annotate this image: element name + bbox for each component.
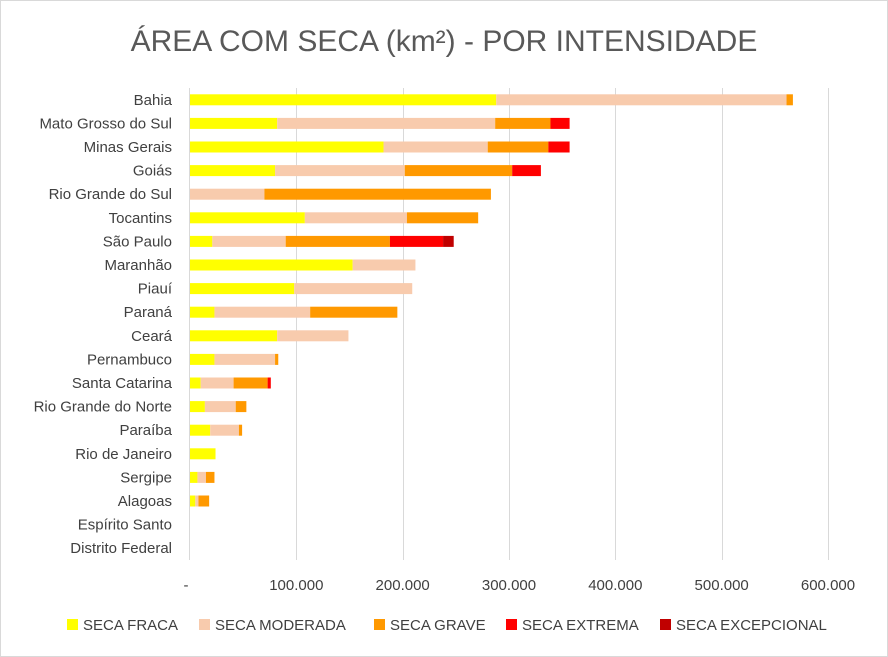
bar-ceara-seca-moderada — [277, 330, 349, 342]
bar-parana-seca-moderada — [214, 306, 311, 318]
bar-mato-grosso-do-sul-seca-fraca — [190, 117, 278, 129]
bar-minas-gerais-seca-grave — [487, 141, 549, 153]
bar-santa-catarina-seca-grave — [233, 377, 268, 389]
bar-rio-grande-do-sul-seca-moderada — [190, 188, 265, 200]
x-tick-label-5: 500.000 — [695, 577, 749, 594]
legend-label-seca-fraca: SECA FRACA — [83, 617, 178, 634]
bar-sergipe-seca-fraca — [190, 471, 198, 483]
bar-sao-paulo-seca-excepcional — [443, 235, 454, 247]
category-label-parana: Paraná — [124, 304, 173, 321]
category-label-alagoas: Alagoas — [118, 493, 172, 510]
category-label-paraiba: Paraíba — [119, 422, 172, 439]
legend-swatch-seca-extrema — [506, 619, 517, 630]
bar-minas-gerais-seca-moderada — [383, 141, 488, 153]
legend-label-seca-excepcional: SECA EXCEPCIONAL — [676, 617, 827, 634]
category-label-minas-gerais: Minas Gerais — [84, 139, 172, 156]
bar-maranhao-seca-fraca — [190, 259, 353, 271]
bar-pernambuco-seca-moderada — [214, 353, 276, 365]
bar-pernambuco-seca-grave — [275, 353, 279, 365]
legend-label-seca-grave: SECA GRAVE — [390, 617, 486, 634]
legend-swatch-seca-fraca — [67, 619, 78, 630]
bar-bahia-seca-fraca — [190, 94, 497, 106]
bar-rio-de-janeiro-seca-fraca — [190, 448, 216, 460]
bar-goias-seca-fraca — [190, 165, 276, 177]
bar-minas-gerais-seca-fraca — [190, 141, 384, 153]
bar-santa-catarina-seca-extrema — [267, 377, 271, 389]
category-label-maranhao: Maranhão — [104, 257, 172, 274]
bar-bahia-seca-moderada — [496, 94, 787, 106]
legend-swatch-seca-moderada — [199, 619, 210, 630]
bar-rio-grande-do-sul-seca-grave — [264, 188, 491, 200]
category-label-rio-de-janeiro: Rio de Janeiro — [75, 446, 172, 463]
bar-rio-grande-do-norte-seca-grave — [235, 401, 247, 413]
bar-paraiba-seca-moderada — [210, 424, 239, 436]
category-label-piaui: Piauí — [138, 281, 173, 298]
x-tick-label-3: 300.000 — [482, 577, 536, 594]
category-label-santa-catarina: Santa Catarina — [72, 375, 173, 392]
bar-alagoas-seca-moderada — [195, 495, 199, 507]
bar-sao-paulo-seca-fraca — [190, 235, 213, 247]
bar-santa-catarina-seca-fraca — [190, 377, 201, 389]
x-tick-label-4: 400.000 — [588, 577, 642, 594]
bar-sao-paulo-seca-moderada — [212, 235, 286, 247]
bar-paraiba-seca-fraca — [190, 424, 211, 436]
legend-label-seca-moderada: SECA MODERADA — [215, 617, 346, 634]
category-labels: Bahia Mato Grosso do Sul Minas Gerais Goiás… — [34, 92, 173, 557]
bar-bahia-seca-grave — [786, 94, 793, 106]
bar-santa-catarina-seca-moderada — [200, 377, 234, 389]
bar-mato-grosso-do-sul-seca-moderada — [277, 117, 496, 129]
bar-mato-grosso-do-sul-seca-extrema — [550, 117, 570, 129]
bar-piaui-seca-moderada — [294, 283, 413, 295]
category-label-distrito-federal: Distrito Federal — [70, 540, 172, 557]
category-label-sergipe: Sergipe — [120, 469, 172, 486]
bar-tocantins-seca-moderada — [304, 212, 407, 224]
category-label-rio-grande-do-norte: Rio Grande do Norte — [34, 399, 172, 416]
bar-goias-seca-grave — [404, 165, 513, 177]
bar-parana-seca-grave — [310, 306, 398, 318]
bar-goias-seca-extrema — [512, 165, 541, 177]
x-tick-label-6: 600.000 — [801, 577, 855, 594]
gridlines — [189, 88, 829, 560]
bar-pernambuco-seca-fraca — [190, 353, 215, 365]
x-tick-label-0: - — [184, 577, 189, 594]
bar-maranhao-seca-moderada — [352, 259, 416, 271]
bar-alagoas-seca-fraca — [190, 495, 196, 507]
bar-mato-grosso-do-sul-seca-grave — [495, 117, 551, 129]
bar-tocantins-seca-fraca — [190, 212, 305, 224]
bar-sergipe-seca-moderada — [197, 471, 206, 483]
legend-swatch-seca-excepcional — [660, 619, 671, 630]
legend: SECA FRACA SECA MODERADA SECA GRAVE SECA EX… — [67, 617, 827, 634]
category-label-sao-paulo: São Paulo — [103, 233, 172, 250]
x-tick-labels: - 100.000 200.000 300.000 400.000 500.000 600.… — [184, 577, 856, 594]
bar-goias-seca-moderada — [275, 165, 405, 177]
bar-rio-grande-do-norte-seca-fraca — [190, 401, 205, 413]
bar-alagoas-seca-grave — [198, 495, 210, 507]
bar-paraiba-seca-grave — [238, 424, 243, 436]
bar-sao-paulo-seca-grave — [285, 235, 390, 247]
chart-title: ÁREA COM SECA (km²) - POR INTENSIDADE — [131, 25, 758, 58]
bar-sergipe-seca-grave — [205, 471, 215, 483]
bar-parana-seca-fraca — [190, 306, 215, 318]
bar-ceara-seca-fraca — [190, 330, 278, 342]
category-label-pernambuco: Pernambuco — [87, 351, 172, 368]
bar-piaui-seca-fraca — [190, 283, 295, 295]
bar-sao-paulo-seca-extrema — [389, 235, 444, 247]
bar-minas-gerais-seca-extrema — [548, 141, 570, 153]
category-label-rio-grande-do-sul: Rio Grande do Sul — [49, 186, 172, 203]
x-tick-label-1: 100.000 — [269, 577, 323, 594]
bar-rio-grande-do-norte-seca-moderada — [204, 401, 236, 413]
category-label-ceara: Ceará — [131, 328, 173, 345]
category-label-bahia: Bahia — [134, 92, 173, 109]
bars — [190, 94, 793, 507]
category-label-espirito-santo: Espírito Santo — [78, 517, 172, 534]
category-label-tocantins: Tocantins — [109, 210, 172, 227]
category-label-mato-grosso-do-sul: Mato Grosso do Sul — [39, 115, 172, 132]
legend-label-seca-extrema: SECA EXTREMA — [522, 617, 639, 634]
x-tick-label-2: 200.000 — [376, 577, 430, 594]
category-label-goias: Goiás — [133, 163, 172, 180]
bar-tocantins-seca-grave — [406, 212, 479, 224]
legend-swatch-seca-grave — [374, 619, 385, 630]
